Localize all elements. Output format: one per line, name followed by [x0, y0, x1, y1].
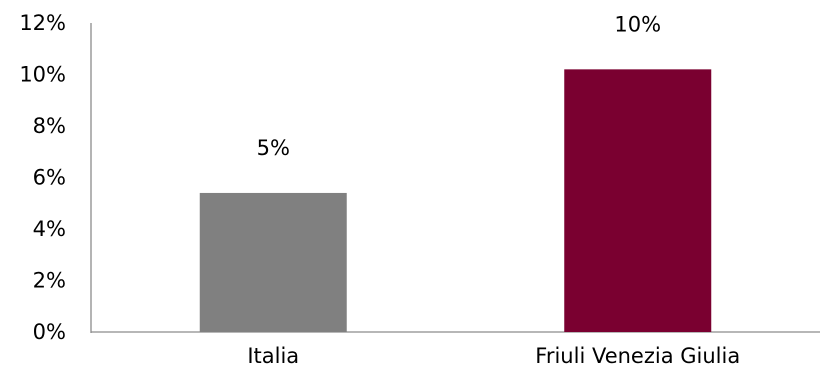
y-tick-label: 10% [19, 63, 66, 87]
y-tick-label: 0% [33, 320, 66, 344]
x-category-label: Friuli Venezia Giulia [535, 344, 740, 368]
bar-data-label: 10% [614, 12, 661, 36]
bars [199, 69, 712, 332]
x-category-label: Italia [247, 344, 299, 368]
data-labels: 5% 10% [257, 12, 662, 160]
y-tick-label: 2% [33, 269, 66, 293]
bar [199, 192, 347, 332]
y-tick-label: 8% [33, 114, 66, 138]
x-axis-labels: Italia Friuli Venezia Giulia [247, 344, 740, 368]
y-tick-label: 6% [33, 166, 66, 190]
y-tick-label: 4% [33, 217, 66, 241]
bar-data-label: 5% [257, 136, 290, 160]
y-tick-label: 12% [19, 11, 66, 35]
y-axis-ticks: 0% 2% 4% 6% 8% 10% 12% [19, 11, 66, 344]
bar [564, 69, 712, 332]
